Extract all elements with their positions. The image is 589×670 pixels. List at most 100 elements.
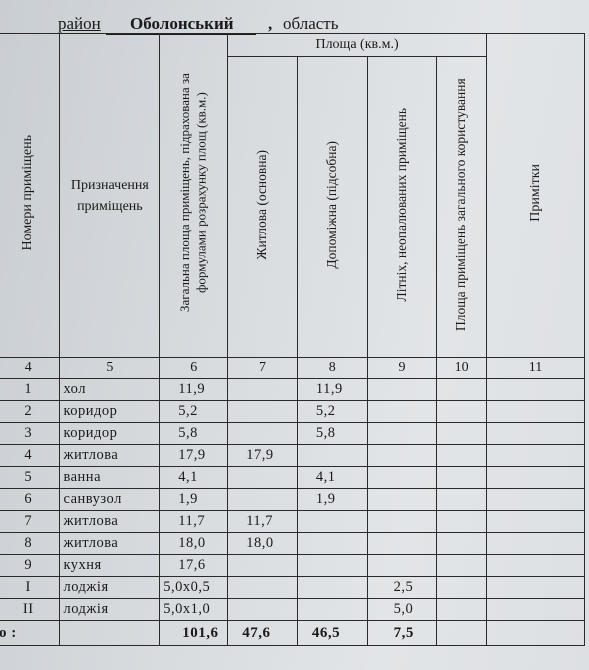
notes-cell — [485, 466, 586, 489]
room-purpose: лоджія — [59, 598, 161, 621]
auxiliary-area — [296, 576, 368, 599]
notes-cell — [485, 488, 586, 511]
table-header-row-sub: Житлова (основна) Допоміжна (підсобна) Л… — [0, 56, 585, 358]
totals-label: о : — [0, 620, 61, 646]
room-area-table: Номери приміщень Призначення приміщень З… — [0, 33, 586, 646]
totals-notes — [485, 620, 586, 646]
living-area — [227, 400, 298, 423]
col-header-auxiliary: Допоміжна (підсобна) — [296, 56, 368, 358]
room-purpose: кухня — [59, 554, 161, 577]
living-area — [227, 488, 298, 511]
room-number: 1 — [0, 378, 61, 401]
living-area — [227, 422, 298, 445]
column-number: 6 — [159, 357, 229, 379]
table-header-row-top: Номери приміщень Призначення приміщень З… — [0, 33, 586, 358]
table-row: 5 ванна 4,1 4,1 — [0, 466, 586, 489]
region-label: область — [283, 14, 339, 33]
column-number: 8 — [296, 357, 368, 379]
living-area — [227, 576, 298, 599]
column-number-row: 4 5 6 7 8 9 10 11 — [0, 357, 586, 379]
notes-cell — [485, 554, 586, 577]
table-row: 3 коридор 5,8 5,8 — [0, 422, 586, 445]
room-number: 3 — [0, 422, 61, 445]
room-number: 2 — [0, 400, 61, 423]
room-number: 6 — [0, 488, 61, 511]
auxiliary-area: 11,9 — [296, 378, 368, 401]
total-area: 18,0 — [159, 532, 229, 555]
common-area — [436, 532, 487, 555]
column-number: 11 — [485, 357, 586, 379]
col-header-common-area: Площа приміщень загального користування — [436, 56, 487, 358]
living-area — [227, 554, 298, 577]
living-area: 18,0 — [227, 532, 298, 555]
common-area — [436, 400, 487, 423]
common-area — [436, 554, 487, 577]
totals-summer-area: 7,5 — [366, 620, 438, 646]
header-comma: , — [268, 14, 273, 33]
common-area — [436, 422, 487, 445]
room-purpose: житлова — [59, 444, 161, 467]
total-area: 11,9 — [159, 378, 229, 401]
total-area: 17,6 — [159, 554, 229, 577]
summer-area: 5,0 — [366, 598, 438, 621]
living-area — [227, 378, 298, 401]
notes-cell — [485, 510, 586, 533]
document-header: район Оболонський , область — [58, 12, 438, 36]
table-row: 4 житлова 17,9 17,9 — [0, 444, 586, 467]
room-number: 4 — [0, 444, 61, 467]
room-purpose: коридор — [59, 422, 161, 445]
notes-cell — [485, 422, 586, 445]
auxiliary-area: 1,9 — [296, 488, 368, 511]
auxiliary-area: 5,8 — [296, 422, 368, 445]
col-header-living: Житлова (основна) — [227, 56, 298, 358]
column-number: 5 — [59, 357, 161, 379]
room-purpose: хол — [59, 378, 161, 401]
room-purpose: житлова — [59, 532, 161, 555]
notes-cell — [485, 400, 586, 423]
summer-area — [366, 466, 438, 489]
totals-row: о : 101,6 47,6 46,5 7,5 — [0, 620, 586, 646]
table-row: 6 санвузол 1,9 1,9 — [0, 488, 586, 511]
common-area — [436, 444, 487, 467]
total-area: 5,0x1,0 — [159, 598, 229, 621]
column-number: 4 — [0, 357, 61, 379]
summer-area — [366, 488, 438, 511]
summer-area — [366, 378, 438, 401]
room-purpose: санвузол — [59, 488, 161, 511]
common-area — [436, 488, 487, 511]
living-area — [227, 466, 298, 489]
auxiliary-area: 4,1 — [296, 466, 368, 489]
col-header-area-group: Площа (кв.м.) — [227, 33, 487, 57]
notes-cell — [485, 576, 586, 599]
room-number: 5 — [0, 466, 61, 489]
total-area: 1,9 — [159, 488, 229, 511]
auxiliary-area: 5,2 — [296, 400, 368, 423]
room-purpose: коридор — [59, 400, 161, 423]
room-number: II — [0, 598, 61, 621]
column-number: 7 — [227, 357, 298, 379]
table-row: 1 хол 11,9 11,9 — [0, 378, 586, 401]
room-number: 8 — [0, 532, 61, 555]
table-row: 7 житлова 11,7 11,7 — [0, 510, 586, 533]
common-area — [436, 576, 487, 599]
col-header-total-area: Загальна площа приміщень, підрахована за… — [159, 33, 229, 358]
living-area — [227, 598, 298, 621]
total-area: 5,0x0,5 — [159, 576, 229, 599]
totals-empty — [59, 620, 161, 646]
room-purpose: ванна — [59, 466, 161, 489]
notes-cell — [485, 598, 586, 621]
common-area — [436, 510, 487, 533]
district-name: Оболонський — [106, 14, 256, 35]
auxiliary-area — [296, 554, 368, 577]
room-number: I — [0, 576, 61, 599]
room-purpose: житлова — [59, 510, 161, 533]
district-label: район — [58, 14, 101, 33]
summer-area — [366, 444, 438, 467]
totals-living-area: 47,6 — [227, 620, 298, 646]
total-area: 17,9 — [159, 444, 229, 467]
auxiliary-area — [296, 532, 368, 555]
summer-area — [366, 510, 438, 533]
table-row: 9 кухня 17,6 — [0, 554, 586, 577]
totals-auxiliary-area: 46,5 — [296, 620, 368, 646]
common-area — [436, 378, 487, 401]
